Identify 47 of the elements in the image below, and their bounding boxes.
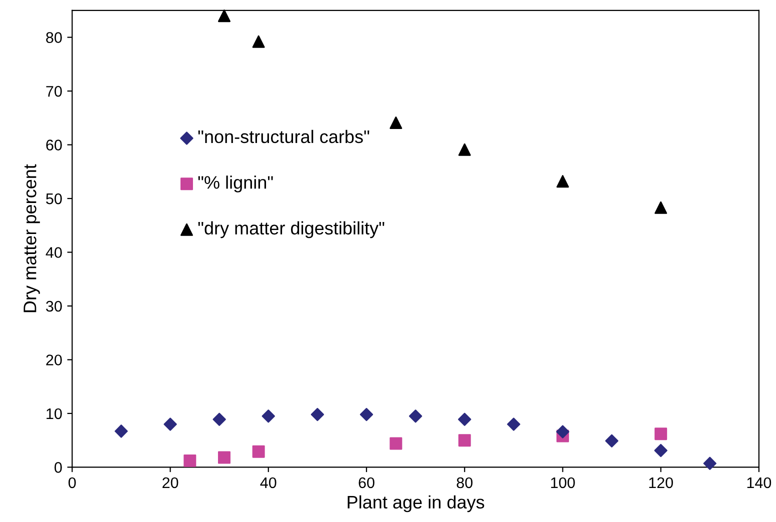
point	[654, 201, 668, 214]
point	[458, 434, 471, 447]
x-tick-label: 120	[649, 477, 673, 488]
point	[262, 410, 275, 423]
point	[556, 425, 570, 438]
point	[164, 418, 177, 431]
y-tick-label: 40	[46, 247, 62, 258]
point	[252, 445, 265, 458]
y-axis-title: Dry matter percent	[24, 164, 40, 312]
legend-label: "% lignin"	[198, 176, 273, 192]
point	[703, 456, 716, 470]
y-tick-label: 80	[46, 32, 62, 43]
y-tick-label: 50	[46, 193, 62, 204]
y-tick-label: 0	[54, 462, 62, 473]
x-tick-label: 140	[747, 477, 772, 488]
x-tick-label: 0	[68, 477, 76, 488]
point	[218, 451, 230, 464]
x-tick-label: 80	[456, 477, 472, 488]
point	[605, 434, 618, 448]
point	[458, 143, 471, 156]
legend-label: "non-structural carbs"	[198, 130, 370, 144]
point	[114, 424, 128, 438]
point	[458, 412, 472, 426]
point	[408, 410, 422, 423]
x-tick-label: 40	[260, 477, 276, 488]
point	[390, 116, 402, 129]
point	[390, 437, 402, 450]
point	[556, 175, 569, 188]
y-tick-label: 20	[46, 354, 62, 366]
point	[654, 444, 668, 458]
point	[252, 35, 265, 48]
point	[212, 412, 226, 426]
x-axis-title: Plant age in days	[348, 495, 484, 512]
legend-label: "dry matter digestibility"	[198, 221, 384, 238]
point	[507, 418, 520, 431]
point	[360, 408, 374, 422]
point	[218, 10, 230, 22]
y-tick-label: 10	[46, 408, 62, 420]
point	[184, 454, 196, 467]
point	[654, 428, 668, 440]
y-tick-label: 60	[46, 140, 62, 150]
point	[310, 408, 324, 422]
y-tick-label: 30	[46, 300, 62, 312]
x-tick-label: 20	[162, 477, 178, 488]
x-tick-label: 60	[358, 477, 374, 488]
x-tick-label: 100	[551, 477, 575, 488]
y-tick-label: 70	[46, 86, 62, 97]
